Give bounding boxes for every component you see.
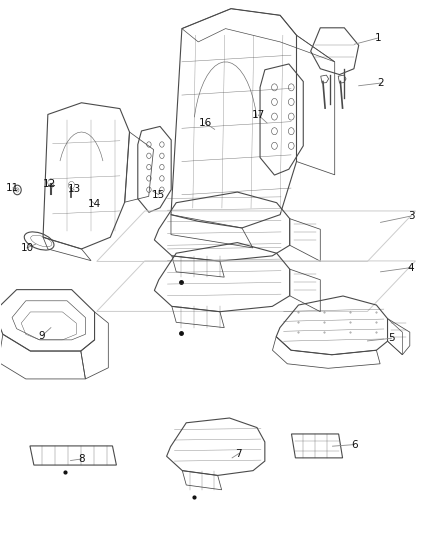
Text: 16: 16 [198, 118, 212, 128]
Text: 2: 2 [377, 78, 384, 88]
Text: 7: 7 [235, 449, 242, 458]
Text: 8: 8 [78, 454, 85, 464]
Text: 9: 9 [39, 330, 46, 341]
Text: 12: 12 [43, 179, 56, 189]
Text: 17: 17 [252, 110, 265, 120]
Text: 10: 10 [20, 243, 33, 253]
Text: 4: 4 [408, 263, 414, 272]
Text: 15: 15 [152, 190, 166, 200]
Text: 1: 1 [375, 33, 381, 43]
Text: 5: 5 [388, 333, 395, 343]
Text: 14: 14 [88, 199, 101, 209]
Text: 3: 3 [408, 211, 414, 221]
Text: 13: 13 [67, 184, 81, 195]
Text: 11: 11 [6, 183, 20, 193]
Text: 6: 6 [351, 440, 358, 450]
